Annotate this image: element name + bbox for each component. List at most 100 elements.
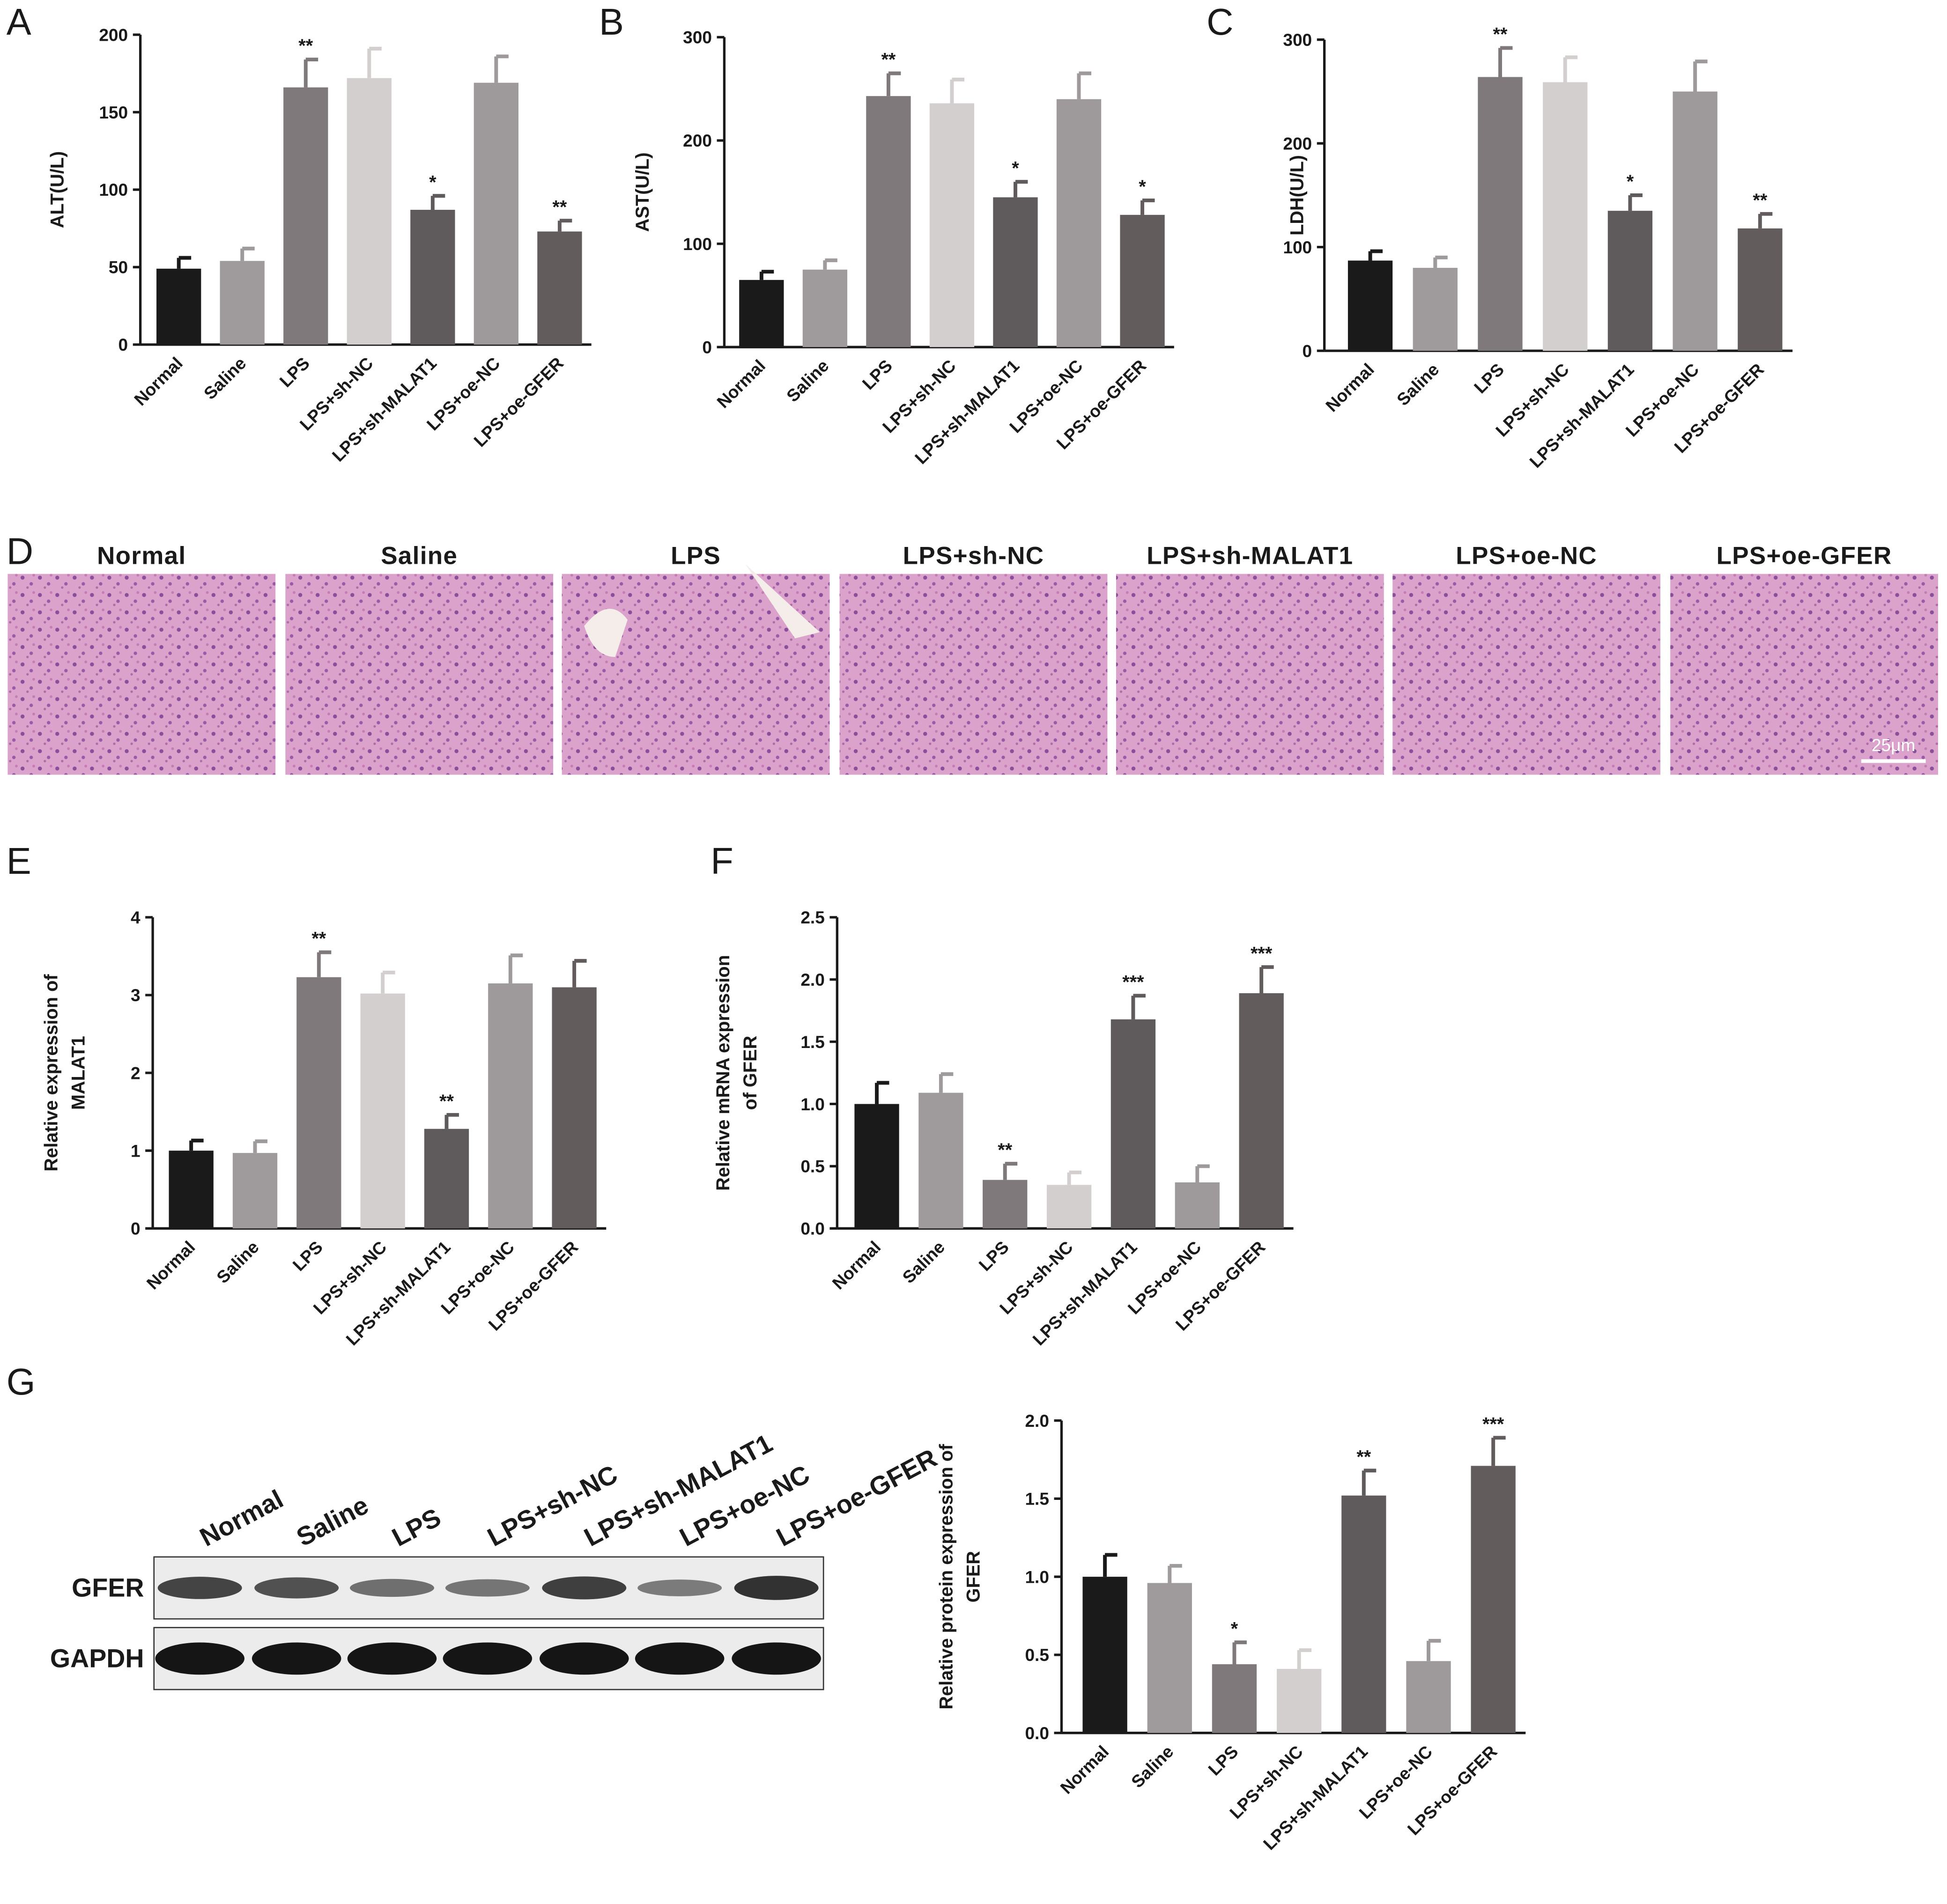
histology-title: LPS+oe-NC — [1456, 542, 1597, 569]
y-tick-label: 0.0 — [800, 1219, 825, 1239]
y-tick-label: 100 — [1283, 237, 1312, 257]
y-tick-label: 1.0 — [800, 1094, 825, 1114]
significance: ** — [552, 197, 567, 217]
bar — [1276, 1668, 1322, 1733]
bar — [474, 82, 519, 345]
y-tick-label: 1 — [131, 1141, 141, 1160]
histology-title: LPS+sh-NC — [903, 542, 1044, 569]
panel-letter: E — [7, 840, 31, 882]
bar — [156, 268, 201, 345]
bar — [1046, 1185, 1092, 1229]
y-axis-label: GFER — [963, 1551, 984, 1602]
x-tick-label: LPS — [1204, 1742, 1242, 1779]
bar — [1406, 1661, 1451, 1733]
significance: * — [1231, 1618, 1238, 1639]
bar — [918, 1092, 963, 1229]
significance: ** — [998, 1140, 1012, 1160]
x-tick-label: Saline — [200, 353, 250, 403]
histology-title: LPS+oe-GFER — [1717, 542, 1892, 569]
panel-letter: A — [7, 1, 31, 43]
y-tick-label: 2 — [131, 1063, 141, 1083]
y-tick-label: 0.5 — [1025, 1645, 1049, 1665]
x-tick-label: LPS+sh-MALAT1 — [911, 356, 1023, 468]
y-tick-label: 200 — [99, 25, 128, 44]
x-tick-label: Normal — [1322, 359, 1378, 415]
y-axis-label: Relative mRNA expression — [713, 955, 733, 1191]
significance: ** — [1356, 1446, 1371, 1467]
y-tick-label: 200 — [1283, 133, 1312, 153]
scale-bar-label: 25μm — [1872, 735, 1915, 755]
bar — [1239, 993, 1284, 1229]
blot-band — [637, 1579, 722, 1596]
y-tick-label: 2.0 — [1025, 1411, 1049, 1431]
lane-label: Normal — [195, 1484, 288, 1552]
x-tick-label: LPS — [275, 353, 313, 391]
blot-band — [252, 1642, 341, 1675]
bar — [410, 210, 455, 345]
significance: ** — [311, 929, 326, 949]
y-tick-label: 0 — [131, 1219, 141, 1239]
bar — [1673, 91, 1718, 351]
significance: * — [1012, 158, 1019, 178]
y-tick-label: 2.0 — [800, 970, 825, 989]
significance: *** — [1122, 972, 1144, 992]
bar — [1056, 99, 1102, 347]
bar — [1413, 267, 1458, 351]
significance: ** — [1493, 24, 1508, 45]
bar — [424, 1129, 469, 1229]
bar — [1175, 1182, 1220, 1229]
y-tick-label: 1.0 — [1025, 1567, 1049, 1587]
panel-letter: B — [599, 1, 624, 43]
bar — [347, 78, 392, 345]
y-tick-label: 300 — [1283, 30, 1312, 50]
blot-band — [155, 1642, 244, 1675]
significance: ** — [881, 50, 896, 70]
bar — [854, 1104, 899, 1229]
histology-image — [285, 574, 554, 775]
y-tick-label: 0.0 — [1025, 1723, 1049, 1743]
y-axis-label: MALAT1 — [68, 1036, 89, 1110]
y-axis-label: Relative expression of — [41, 974, 61, 1172]
x-tick-label: Saline — [898, 1237, 948, 1287]
vessel — [584, 609, 628, 657]
bar — [220, 261, 265, 345]
bar — [993, 197, 1038, 347]
bar — [929, 103, 975, 347]
x-tick-label: Saline — [213, 1237, 263, 1287]
histology-image — [1116, 574, 1384, 775]
bar — [296, 977, 341, 1229]
y-tick-label: 4 — [131, 908, 141, 927]
bar — [1738, 228, 1783, 351]
y-tick-label: 50 — [109, 258, 128, 277]
y-tick-label: 1.5 — [1025, 1489, 1049, 1509]
x-tick-label: LPS — [975, 1237, 1013, 1275]
histology-title: Saline — [381, 542, 458, 569]
bar — [1543, 82, 1588, 351]
panel-letter: C — [1207, 1, 1233, 43]
significance: ** — [1753, 190, 1767, 211]
x-tick-label: LPS — [858, 356, 896, 394]
x-tick-label: Normal — [713, 356, 769, 412]
bar — [1120, 214, 1165, 347]
bar — [552, 987, 597, 1229]
x-tick-label: Normal — [1056, 1742, 1112, 1798]
blot-band — [349, 1579, 434, 1597]
lane-label: LPS — [387, 1503, 446, 1552]
blot-band — [445, 1579, 530, 1597]
significance: * — [1627, 171, 1634, 192]
y-axis-label: of GFER — [740, 1036, 761, 1110]
histology-image — [839, 574, 1108, 775]
blot-band — [157, 1577, 242, 1599]
blot-band — [732, 1642, 821, 1675]
y-tick-label: 0 — [118, 335, 128, 354]
blot-band — [542, 1576, 627, 1600]
bar — [1082, 1577, 1127, 1733]
blot-band — [254, 1577, 339, 1599]
y-tick-label: 100 — [683, 234, 712, 254]
significance: * — [429, 172, 437, 192]
y-tick-label: 0.5 — [800, 1157, 825, 1176]
bar — [983, 1180, 1028, 1229]
significance: *** — [1482, 1414, 1504, 1434]
x-tick-label: Saline — [1393, 359, 1443, 409]
y-tick-label: 3 — [131, 985, 141, 1005]
